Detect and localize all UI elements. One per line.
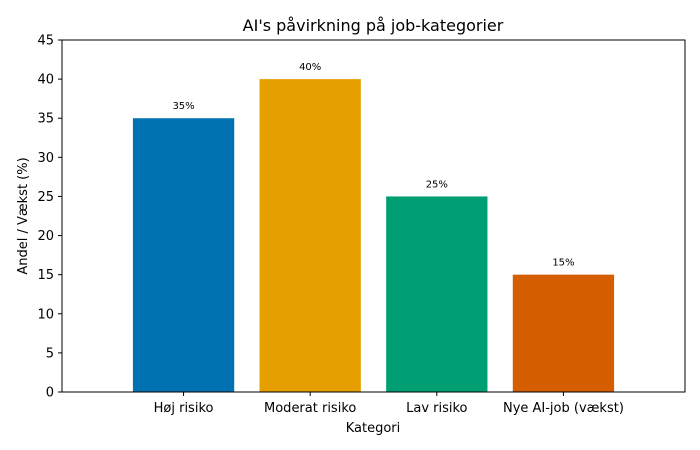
y-tick-label: 25 [37,190,54,205]
y-tick-label: 45 [37,34,54,49]
y-tick-label: 40 [37,73,54,88]
x-tick-label: Høj risiko [154,401,214,416]
x-tick-label: Moderat risiko [264,401,356,416]
y-tick-label: 0 [46,386,54,401]
data-label: 15% [552,258,574,269]
x-tick-label: Nye AI-job (vækst) [503,401,624,416]
plot-frame [61,39,686,393]
y-axis-label: Andel / Vækst (%) [16,157,31,274]
x-tick-label: Lav risiko [406,401,467,416]
y-tick-label: 10 [37,307,54,322]
chart-title: AI's påvirkning på job-kategorier [243,16,504,35]
data-label: 25% [426,179,448,190]
data-label: 35% [172,101,194,112]
bar [512,274,615,392]
bar [132,118,235,392]
y-axis-ticks: 0 5 10 15 20 25 30 35 40 45 [37,34,62,401]
bar [386,196,488,392]
y-tick-label: 35 [37,112,54,127]
bar [259,79,361,392]
y-tick-label: 5 [46,346,54,361]
y-tick-label: 15 [37,268,54,283]
y-tick-label: 30 [37,151,54,166]
data-label: 40% [299,62,321,73]
bars: 35% 40% 25% 15% [132,62,615,392]
x-axis-label: Kategori [346,421,401,436]
y-tick-label: 20 [37,229,54,244]
x-axis-ticks: Høj risiko Moderat risiko Lav risiko Nye AI… [154,392,624,416]
